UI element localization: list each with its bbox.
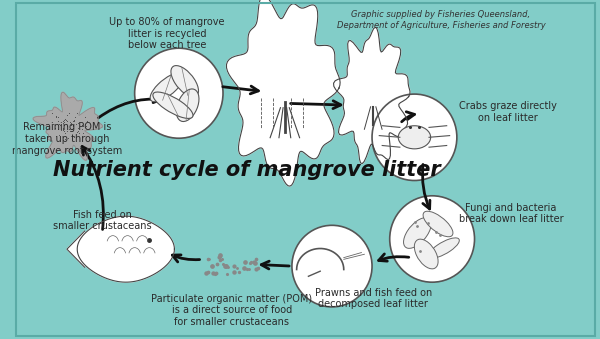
Ellipse shape [428, 238, 460, 258]
Ellipse shape [171, 65, 199, 97]
Polygon shape [226, 0, 340, 186]
Ellipse shape [292, 225, 372, 307]
Text: Graphic supplied by Fisheries Queensland,
Department of Agriculture, Fisheries a: Graphic supplied by Fisheries Queensland… [337, 10, 545, 29]
Text: Fish feed on
smaller crustaceans: Fish feed on smaller crustaceans [53, 210, 152, 231]
Polygon shape [33, 92, 103, 160]
Ellipse shape [153, 92, 193, 118]
Ellipse shape [398, 126, 431, 149]
Ellipse shape [176, 89, 199, 121]
Polygon shape [334, 27, 410, 164]
Text: Remaining POM is
taken up through
mangrove root system: Remaining POM is taken up through mangro… [12, 122, 122, 156]
Text: Crabs graze directly
on leaf litter: Crabs graze directly on leaf litter [458, 101, 557, 123]
Ellipse shape [415, 239, 438, 269]
Polygon shape [77, 216, 175, 282]
Text: Nutrient cycle of mangrove litter: Nutrient cycle of mangrove litter [53, 160, 440, 179]
Ellipse shape [150, 73, 184, 102]
Text: Particulate organic matter (POM)
is a direct source of food
for smaller crustace: Particulate organic matter (POM) is a di… [151, 294, 313, 327]
Ellipse shape [134, 48, 223, 138]
Ellipse shape [390, 196, 475, 282]
Ellipse shape [404, 218, 431, 248]
Text: Up to 80% of mangrove
litter is recycled
below each tree: Up to 80% of mangrove litter is recycled… [109, 17, 225, 51]
Ellipse shape [372, 94, 457, 180]
Text: Prawns and fish feed on
decomposed leaf litter: Prawns and fish feed on decomposed leaf … [314, 287, 432, 309]
Polygon shape [67, 231, 85, 267]
Text: Fungi and bacteria
break down leaf litter: Fungi and bacteria break down leaf litte… [458, 203, 563, 224]
Ellipse shape [423, 211, 453, 237]
